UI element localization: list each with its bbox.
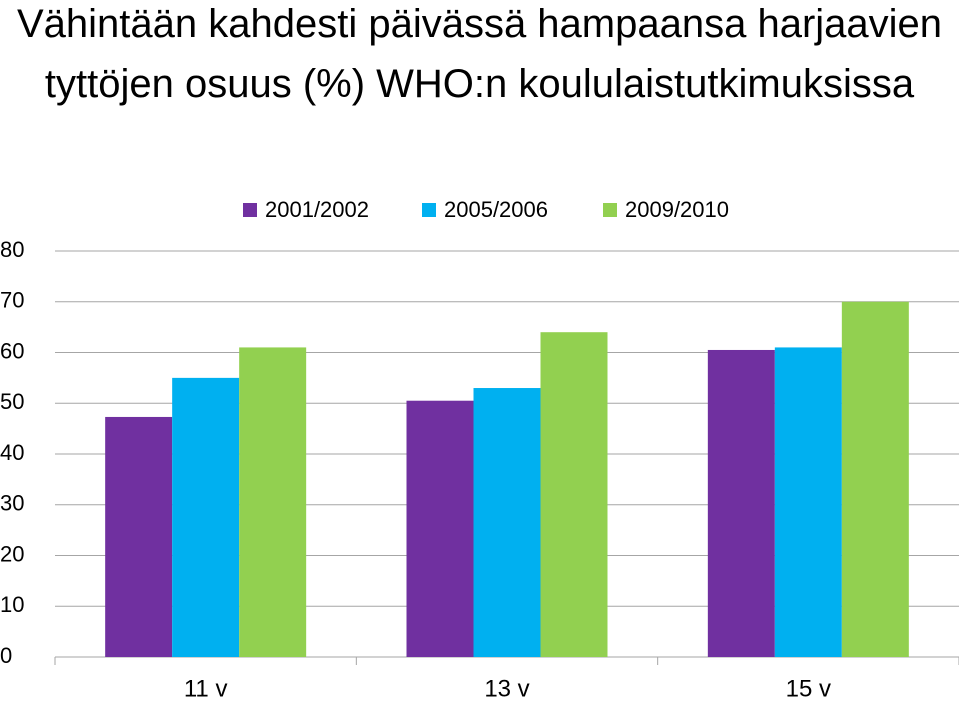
bar [841,301,909,657]
bar [105,416,173,657]
legend-label: 2001/2002 [265,197,369,222]
bar [540,332,608,657]
y-tick-label: 80 [0,237,24,262]
legend-swatch [422,203,436,217]
y-tick-label: 50 [0,389,24,414]
legend-swatch [603,203,617,217]
bar [406,400,474,657]
bar [774,347,842,657]
bar [239,347,307,657]
legend-label: 2009/2010 [625,197,729,222]
legend-swatch [243,203,257,217]
y-tick-label: 10 [0,592,24,617]
bar [172,377,240,657]
legend-label: 2005/2006 [444,197,548,222]
y-tick-label: 70 [0,288,24,313]
chart-title: Vähintään kahdesti päivässä hampaansa ha… [16,2,943,106]
bar [473,388,541,657]
y-tick-label: 30 [0,491,24,516]
y-tick-label: 40 [0,440,24,465]
y-tick-label: 60 [0,338,24,363]
y-tick-label: 20 [0,541,24,566]
x-tick-label: 13 v [484,675,529,701]
bar [707,349,775,657]
x-tick-label: 15 v [786,675,831,701]
y-tick-label: 0 [0,643,12,668]
x-tick-label: 11 v [184,675,228,701]
